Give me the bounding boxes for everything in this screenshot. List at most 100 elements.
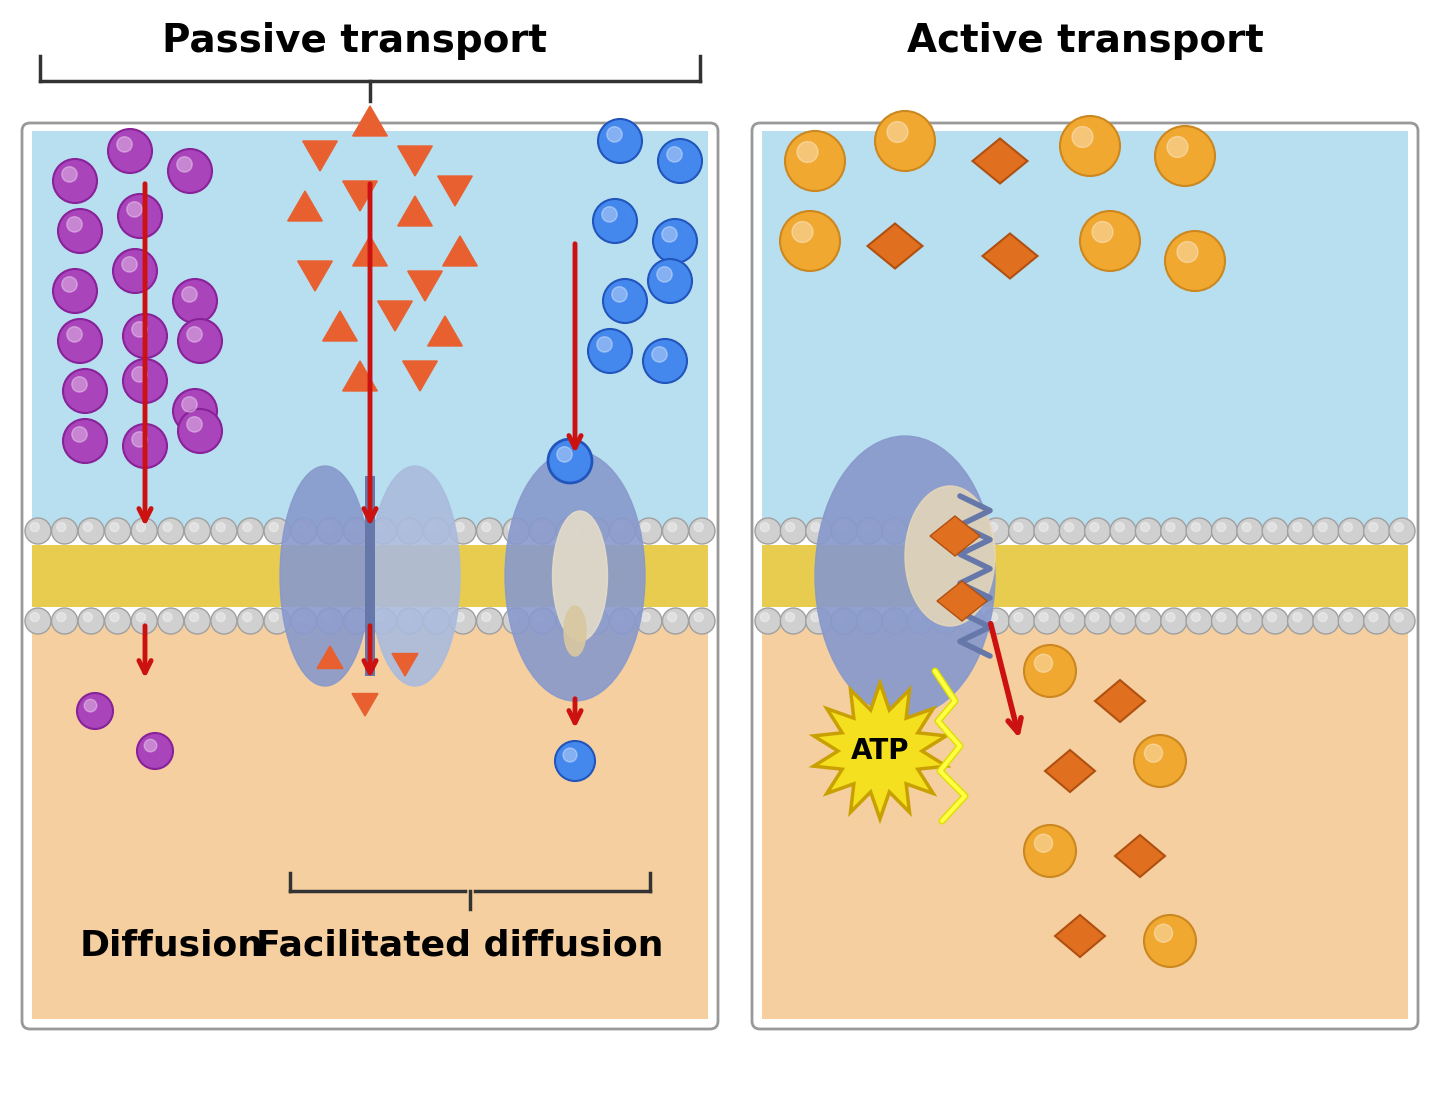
Circle shape (1165, 231, 1225, 291)
Circle shape (760, 612, 769, 622)
Circle shape (958, 608, 984, 634)
Circle shape (530, 518, 556, 544)
Circle shape (190, 522, 199, 532)
Circle shape (1187, 518, 1212, 544)
Circle shape (503, 608, 528, 634)
Circle shape (785, 131, 845, 191)
Circle shape (668, 612, 677, 622)
Circle shape (688, 608, 716, 634)
Bar (32, 131, 708, 531)
Circle shape (53, 159, 96, 203)
Circle shape (58, 319, 102, 363)
Circle shape (1040, 522, 1048, 532)
Circle shape (958, 518, 984, 544)
Circle shape (1237, 608, 1263, 634)
Circle shape (596, 337, 612, 352)
Circle shape (530, 608, 556, 634)
FancyBboxPatch shape (22, 123, 719, 1029)
Circle shape (780, 518, 806, 544)
Circle shape (562, 612, 570, 622)
Circle shape (937, 612, 948, 622)
Polygon shape (377, 301, 412, 331)
Circle shape (837, 522, 845, 532)
Circle shape (264, 608, 289, 634)
Circle shape (397, 608, 423, 634)
Circle shape (1060, 608, 1086, 634)
Circle shape (1191, 612, 1201, 622)
Circle shape (602, 207, 618, 222)
Circle shape (323, 522, 331, 532)
Circle shape (1390, 518, 1416, 544)
Circle shape (694, 522, 703, 532)
Circle shape (423, 608, 449, 634)
Circle shape (1267, 612, 1276, 622)
Circle shape (641, 522, 651, 532)
Circle shape (792, 221, 814, 242)
Circle shape (72, 427, 88, 442)
Circle shape (1318, 612, 1328, 622)
Circle shape (1313, 608, 1339, 634)
Circle shape (63, 369, 107, 413)
Polygon shape (302, 141, 337, 171)
Circle shape (1115, 612, 1125, 622)
Circle shape (1267, 522, 1276, 532)
Circle shape (811, 612, 819, 622)
Circle shape (881, 608, 907, 634)
Circle shape (1237, 518, 1263, 544)
Circle shape (216, 522, 225, 532)
Circle shape (588, 329, 632, 373)
Circle shape (187, 327, 202, 342)
Circle shape (1135, 735, 1187, 787)
Circle shape (907, 518, 933, 544)
Circle shape (1369, 522, 1378, 532)
Circle shape (1008, 608, 1034, 634)
Polygon shape (353, 236, 387, 266)
Polygon shape (972, 139, 1028, 183)
Circle shape (658, 139, 703, 183)
Circle shape (603, 279, 647, 323)
Circle shape (503, 518, 528, 544)
Circle shape (269, 522, 278, 532)
Circle shape (122, 314, 167, 358)
Circle shape (1014, 612, 1022, 622)
Circle shape (477, 518, 503, 544)
Circle shape (988, 522, 998, 532)
Circle shape (122, 359, 167, 403)
Circle shape (593, 199, 636, 243)
Circle shape (1090, 522, 1099, 532)
Circle shape (557, 447, 572, 462)
Ellipse shape (564, 605, 586, 655)
Circle shape (295, 522, 305, 532)
Circle shape (52, 608, 78, 634)
Circle shape (1040, 612, 1048, 622)
Circle shape (402, 612, 412, 622)
Circle shape (1364, 518, 1390, 544)
Circle shape (1338, 608, 1364, 634)
Circle shape (190, 612, 199, 622)
Circle shape (66, 217, 82, 232)
Circle shape (796, 141, 818, 162)
Circle shape (132, 432, 147, 447)
Circle shape (1034, 608, 1060, 634)
Circle shape (1217, 522, 1225, 532)
Circle shape (112, 249, 157, 293)
Circle shape (173, 279, 217, 323)
Circle shape (786, 522, 795, 532)
Circle shape (1092, 221, 1113, 242)
Circle shape (131, 608, 157, 634)
Circle shape (132, 367, 147, 382)
Circle shape (1161, 518, 1187, 544)
Circle shape (402, 522, 412, 532)
Circle shape (181, 397, 197, 412)
Circle shape (1293, 612, 1302, 622)
Circle shape (1071, 127, 1093, 148)
Circle shape (1287, 608, 1313, 634)
Circle shape (612, 287, 628, 302)
Circle shape (158, 518, 184, 544)
Circle shape (508, 522, 517, 532)
Circle shape (264, 518, 289, 544)
Circle shape (184, 518, 210, 544)
Circle shape (636, 608, 662, 634)
Circle shape (78, 518, 104, 544)
Circle shape (295, 612, 305, 622)
